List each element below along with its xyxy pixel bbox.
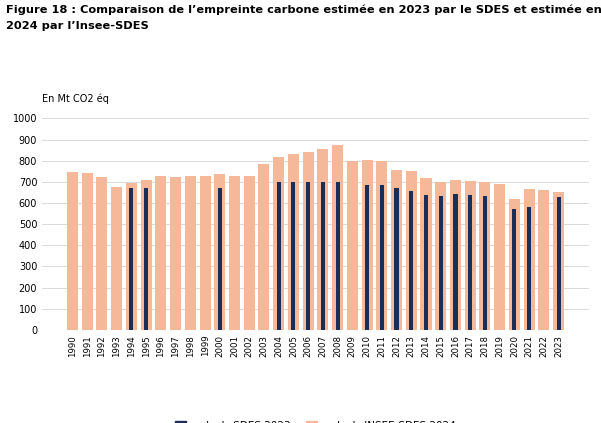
Legend: calculs SDES 2023, calculs INSEE-SDES 2024: calculs SDES 2023, calculs INSEE-SDES 20… bbox=[171, 416, 460, 423]
Bar bbox=[512, 209, 516, 330]
Text: Figure 18 : Comparaison de l’empreinte carbone estimée en 2023 par le SDES et es: Figure 18 : Comparaison de l’empreinte c… bbox=[6, 4, 601, 15]
Bar bbox=[96, 177, 108, 330]
Bar bbox=[538, 190, 549, 330]
Bar bbox=[376, 161, 387, 330]
Text: 2024 par l’Insee-SDES: 2024 par l’Insee-SDES bbox=[6, 21, 149, 31]
Bar bbox=[335, 182, 340, 330]
Bar bbox=[453, 194, 457, 330]
Bar bbox=[439, 196, 443, 330]
Bar bbox=[406, 171, 417, 330]
Bar bbox=[347, 161, 358, 330]
Bar bbox=[155, 176, 166, 330]
Bar bbox=[276, 182, 281, 330]
Bar bbox=[303, 152, 314, 330]
Bar bbox=[509, 199, 520, 330]
Bar bbox=[332, 145, 343, 330]
Bar bbox=[380, 185, 384, 330]
Bar bbox=[435, 182, 447, 330]
Bar bbox=[185, 176, 196, 330]
Bar bbox=[82, 173, 93, 330]
Bar bbox=[557, 197, 561, 330]
Bar bbox=[111, 187, 122, 330]
Bar bbox=[465, 181, 476, 330]
Bar bbox=[424, 195, 428, 330]
Bar bbox=[170, 177, 181, 330]
Bar bbox=[394, 188, 398, 330]
Bar bbox=[258, 164, 269, 330]
Bar bbox=[553, 192, 564, 330]
Bar bbox=[391, 170, 402, 330]
Bar bbox=[244, 176, 255, 330]
Bar bbox=[141, 180, 151, 330]
Bar bbox=[214, 175, 225, 330]
Bar bbox=[291, 182, 296, 330]
Bar bbox=[450, 180, 461, 330]
Bar bbox=[273, 157, 284, 330]
Bar bbox=[306, 182, 310, 330]
Bar bbox=[362, 160, 373, 330]
Bar bbox=[523, 190, 535, 330]
Bar bbox=[409, 192, 413, 330]
Bar bbox=[288, 154, 299, 330]
Bar bbox=[218, 188, 222, 330]
Bar bbox=[200, 176, 210, 330]
Bar bbox=[480, 182, 490, 330]
Bar bbox=[144, 188, 148, 330]
Bar bbox=[483, 196, 487, 330]
Bar bbox=[365, 185, 369, 330]
Bar bbox=[229, 176, 240, 330]
Bar bbox=[126, 183, 137, 330]
Bar bbox=[468, 195, 472, 330]
Bar bbox=[494, 184, 505, 330]
Bar bbox=[317, 149, 328, 330]
Bar bbox=[129, 188, 133, 330]
Bar bbox=[321, 182, 325, 330]
Bar bbox=[421, 178, 432, 330]
Text: En Mt CO2 éq: En Mt CO2 éq bbox=[42, 93, 109, 104]
Bar bbox=[527, 207, 531, 330]
Bar bbox=[67, 173, 78, 330]
